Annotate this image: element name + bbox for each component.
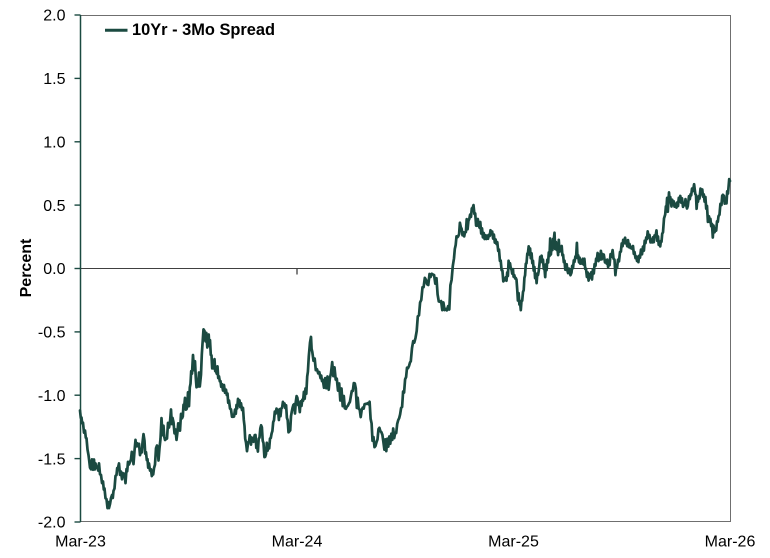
svg-text:Mar-23: Mar-23 [55,534,106,551]
svg-text:-1.5: -1.5 [38,451,66,468]
svg-text:10Yr - 3Mo Spread: 10Yr - 3Mo Spread [132,21,275,39]
svg-text:1.0: 1.0 [43,134,65,151]
svg-text:-0.5: -0.5 [38,325,66,342]
svg-text:-2.0: -2.0 [38,515,66,532]
svg-text:Mar-25: Mar-25 [488,534,539,551]
svg-text:1.5: 1.5 [43,71,65,88]
svg-text:Mar-26: Mar-26 [705,534,756,551]
svg-text:0.0: 0.0 [43,261,65,278]
svg-text:Percent: Percent [18,238,35,297]
svg-text:Mar-24: Mar-24 [272,534,323,551]
svg-text:-1.0: -1.0 [38,388,66,405]
svg-text:0.5: 0.5 [43,198,65,215]
svg-text:2.0: 2.0 [43,8,65,25]
